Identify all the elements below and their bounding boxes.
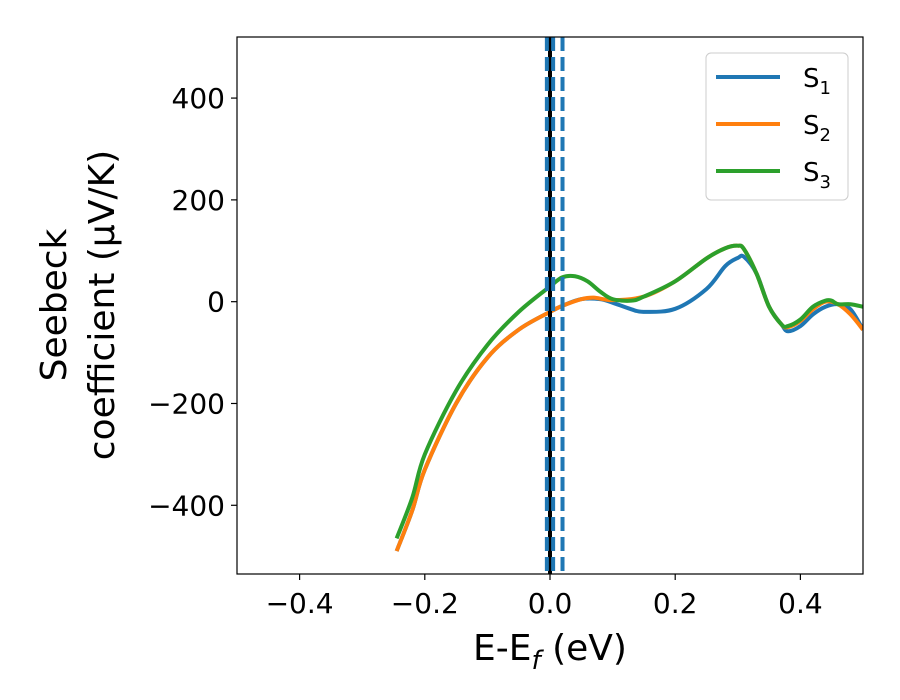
series-layer — [394, 243, 863, 552]
plot-area — [394, 37, 863, 574]
y-tick-label: 400 — [172, 82, 225, 115]
legend: S1 S2 S3 — [705, 52, 849, 201]
y-axis-title: Seebeck coefficient (μV/K) — [34, 150, 123, 460]
legend-label-s1: S1 — [803, 64, 831, 99]
reference-lines — [544, 37, 565, 574]
y-axis-ticks: −400 −200 0 200 400 — [148, 82, 237, 522]
legend-box — [705, 52, 849, 201]
x-axis-ticks: −0.4 −0.2 0.0 0.2 0.4 — [266, 574, 823, 620]
legend-label-s2: S2 — [803, 111, 831, 146]
series-line-s2 — [394, 243, 863, 552]
legend-label-s3: S3 — [803, 158, 831, 193]
y-tick-label: −400 — [148, 489, 225, 522]
y-axis-title-line1: Seebeck — [34, 228, 75, 381]
x-tick-label: 0.2 — [653, 587, 698, 620]
x-tick-label: 0.0 — [528, 587, 573, 620]
y-tick-label: 200 — [172, 184, 225, 217]
plot-frame — [236, 36, 864, 575]
x-tick-label: −0.2 — [391, 587, 459, 620]
x-tick-label: 0.4 — [778, 587, 823, 620]
y-tick-label: 0 — [207, 286, 225, 319]
series-line-s3 — [394, 243, 863, 540]
x-axis-title: E-Ef (eV) — [473, 628, 627, 676]
x-tick-label: −0.4 — [266, 587, 334, 620]
y-tick-label: −200 — [148, 387, 225, 420]
y-axis-title-line2: coefficient (μV/K) — [82, 150, 123, 460]
